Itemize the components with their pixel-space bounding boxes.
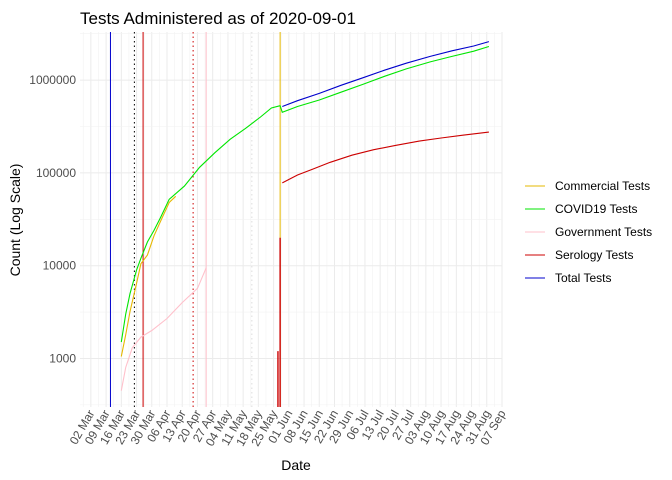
legend-label: Commercial Tests [555, 179, 650, 193]
series-line-government-tests [120, 267, 207, 391]
y-tick-label: 10000 [43, 259, 77, 273]
series-line-commercial-tests [120, 195, 177, 357]
series-line-covid19-tests [120, 45, 490, 343]
chart-title: Tests Administered as of 2020-09-01 [80, 9, 356, 28]
legend: Commercial Tests COVID19 Tests Government … [525, 179, 652, 285]
series-lines [120, 41, 490, 407]
y-tick-label: 1000 [49, 351, 76, 365]
series-line-serology-tests [282, 131, 489, 184]
legend-label: Total Tests [555, 271, 611, 285]
y-tick-label: 100000 [36, 166, 76, 180]
grid-lines [80, 32, 503, 407]
y-tick-label: 1000000 [29, 73, 76, 87]
legend-label: Government Tests [555, 225, 652, 239]
legend-label: COVID19 Tests [555, 202, 637, 216]
y-axis-title: Count (Log Scale) [7, 164, 23, 277]
series-line-total-tests [282, 41, 490, 108]
legend-label: Serology Tests [555, 248, 634, 262]
x-axis-title: Date [281, 457, 311, 473]
y-tick-labels: 1000 10000 100000 1000000 [29, 73, 76, 365]
